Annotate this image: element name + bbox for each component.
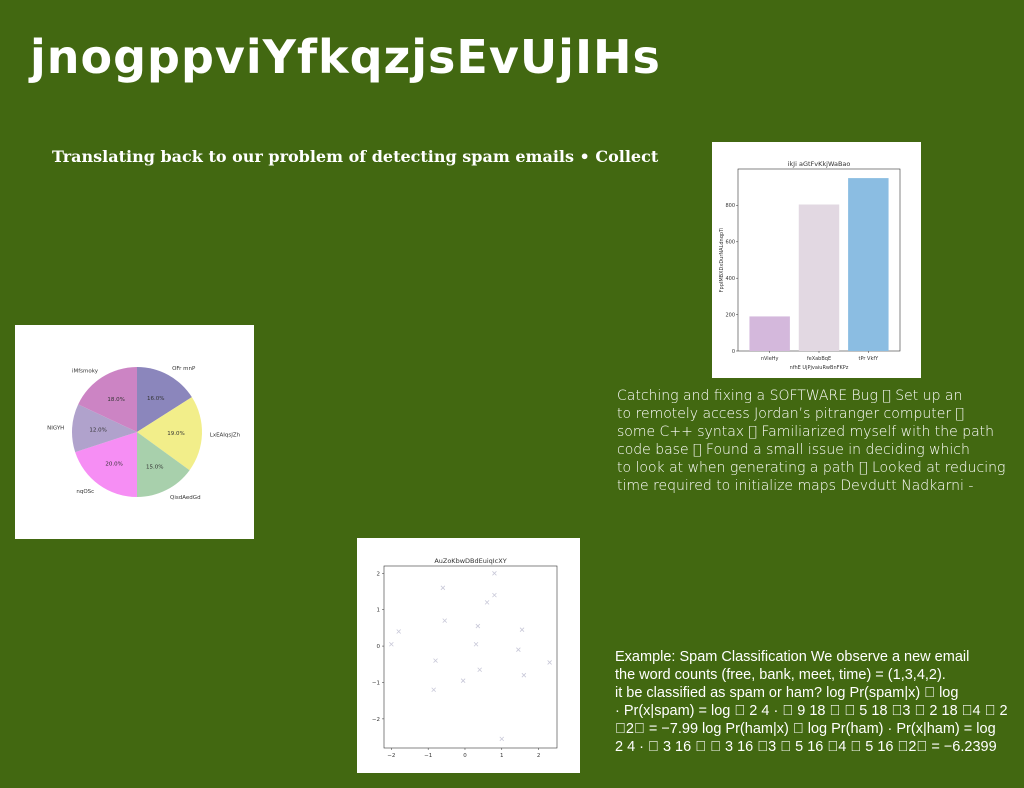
example-text-block: Example: Spam Classification We observe … <box>615 648 1020 756</box>
scatter-point <box>440 585 446 591</box>
slice-label: OFr mnP <box>172 366 196 372</box>
scatter-point <box>499 736 505 742</box>
slice-value-label: 20.0% <box>105 462 122 468</box>
bar-chart-panel: ikJi aGtFvKkjWaBao 0 200 400 600 800 nVieHy feX… <box>712 142 921 378</box>
pie-slice <box>72 404 137 453</box>
y-tick-label: 0 <box>377 644 381 650</box>
x-axis-label: nfhE UjPjvaiuRwBnFKPz <box>790 365 849 371</box>
slice-value-label: 12.0% <box>89 428 106 434</box>
chart-title: AuZoKbwDBdEuiqIcXY <box>434 557 506 565</box>
example-line:  2  = −7.99 log Pr(ham|x)   log Pr(ham) … <box>615 721 996 737</box>
scatter-point <box>473 641 479 647</box>
page-title: jnogppviYfkqzjsEvUjIHs <box>30 30 661 84</box>
scatter-point <box>492 592 497 598</box>
y-tick-label: −2 <box>372 717 380 723</box>
example-line: the word counts (free, bank, meet, time)… <box>615 667 946 683</box>
x-tick-label: −2 <box>387 753 395 759</box>
slice-value-label: 15.0% <box>146 465 163 471</box>
x-tick-label: −1 <box>424 753 432 759</box>
scatter-point <box>442 618 448 623</box>
x-tick-label: feXabBqE <box>807 356 831 362</box>
scatter-point <box>516 647 521 653</box>
y-tick-label: −1 <box>372 680 380 686</box>
notes-line: code base   Found a small issue in decid… <box>617 442 970 458</box>
x-tick-label: 2 <box>537 753 541 759</box>
example-line: · Pr(x|spam) = log   2 4 ·   9 18     5 … <box>615 703 1008 719</box>
slice-label: QisdAedGd <box>170 495 201 501</box>
y-tick-label: 600 <box>725 240 735 246</box>
scatter-chart: AuZoKbwDBdEuiqIcXY −2 −1 0 1 2 −2 −1 0 1 2 <box>372 557 558 759</box>
y-tick-label: 200 <box>725 312 735 318</box>
y-tick-label: 1 <box>377 608 381 614</box>
scatter-point <box>389 641 394 647</box>
example-line: 2 4 ·   3 16     3 16  3   5 16  4   5 1… <box>615 739 997 755</box>
example-line: it be classified as spam or ham? log Pr(… <box>615 685 959 701</box>
pie-chart: 16.0% OFr mnP 19.0% LxEAIqsJZh 15.0% QisdAedG… <box>47 366 241 501</box>
slice-value-label: 16.0% <box>147 396 164 402</box>
pie-chart-panel: 16.0% OFr mnP 19.0% LxEAIqsJZh 15.0% QisdAedG… <box>15 325 254 539</box>
scatter-point <box>484 600 490 605</box>
y-tick-label: 2 <box>377 571 381 577</box>
pie-slice <box>75 432 137 497</box>
notes-line: to look at when generating a path   Look… <box>617 460 1006 476</box>
scatter-point <box>547 660 552 665</box>
plot-frame <box>383 565 558 749</box>
scatter-point <box>396 629 402 634</box>
x-tick-label: tPr VkfY <box>858 356 879 362</box>
y-axis-label: FppIMBXDxDurNALdnqpTi <box>719 228 725 293</box>
scatter-point <box>519 627 525 632</box>
scatter-point <box>431 687 436 693</box>
bar <box>798 204 840 351</box>
chart-title: ikJi aGtFvKkjWaBao <box>788 160 851 168</box>
scatter-point <box>460 678 466 683</box>
notes-line: time required to initialize maps Devdutt… <box>617 478 974 494</box>
scatter-point <box>475 623 481 629</box>
scatter-point <box>521 672 527 678</box>
slice-label: LxEAIqsJZh <box>210 432 241 438</box>
pie-slice <box>137 397 203 471</box>
x-tick-label: 1 <box>500 753 504 759</box>
scatter-point <box>433 658 438 663</box>
bar <box>749 316 790 351</box>
y-tick-label: 400 <box>725 276 735 282</box>
bar-chart: ikJi aGtFvKkjWaBao 0 200 400 600 800 nVieHy feX… <box>719 160 901 371</box>
y-tick-label: 0 <box>732 349 735 355</box>
scatter-point <box>477 667 482 673</box>
notes-line: to remotely access Jordan’s pitranger co… <box>617 406 964 422</box>
x-tick-label: 0 <box>463 753 467 759</box>
pie-slice <box>78 367 137 432</box>
notes-text-block: Catching and fixing a SOFTWARE Bug   Set… <box>617 387 1017 495</box>
notes-line: Catching and fixing a SOFTWARE Bug   Set… <box>617 388 963 404</box>
slice-label: nqOSc <box>76 489 94 495</box>
notes-line: some C++ syntax   Familiarized myself wi… <box>617 424 995 440</box>
bar <box>848 178 889 351</box>
scatter-point <box>492 570 497 576</box>
x-tick-label: nVieHy <box>761 356 779 362</box>
slice-label: NIGYH <box>47 425 64 431</box>
y-tick-label: 800 <box>725 203 735 209</box>
slice-value-label: 18.0% <box>107 397 124 403</box>
slice-label: iMfsmoky <box>72 369 99 375</box>
pie-slice <box>137 432 190 497</box>
slice-value-label: 19.0% <box>167 431 184 437</box>
scatter-chart-panel: AuZoKbwDBdEuiqIcXY −2 −1 0 1 2 −2 −1 0 1 2 <box>357 538 580 773</box>
example-line: Example: Spam Classification We observe … <box>615 649 970 665</box>
pie-slice <box>137 367 192 432</box>
slide-subtitle: Translating back to our problem of detec… <box>52 147 659 166</box>
